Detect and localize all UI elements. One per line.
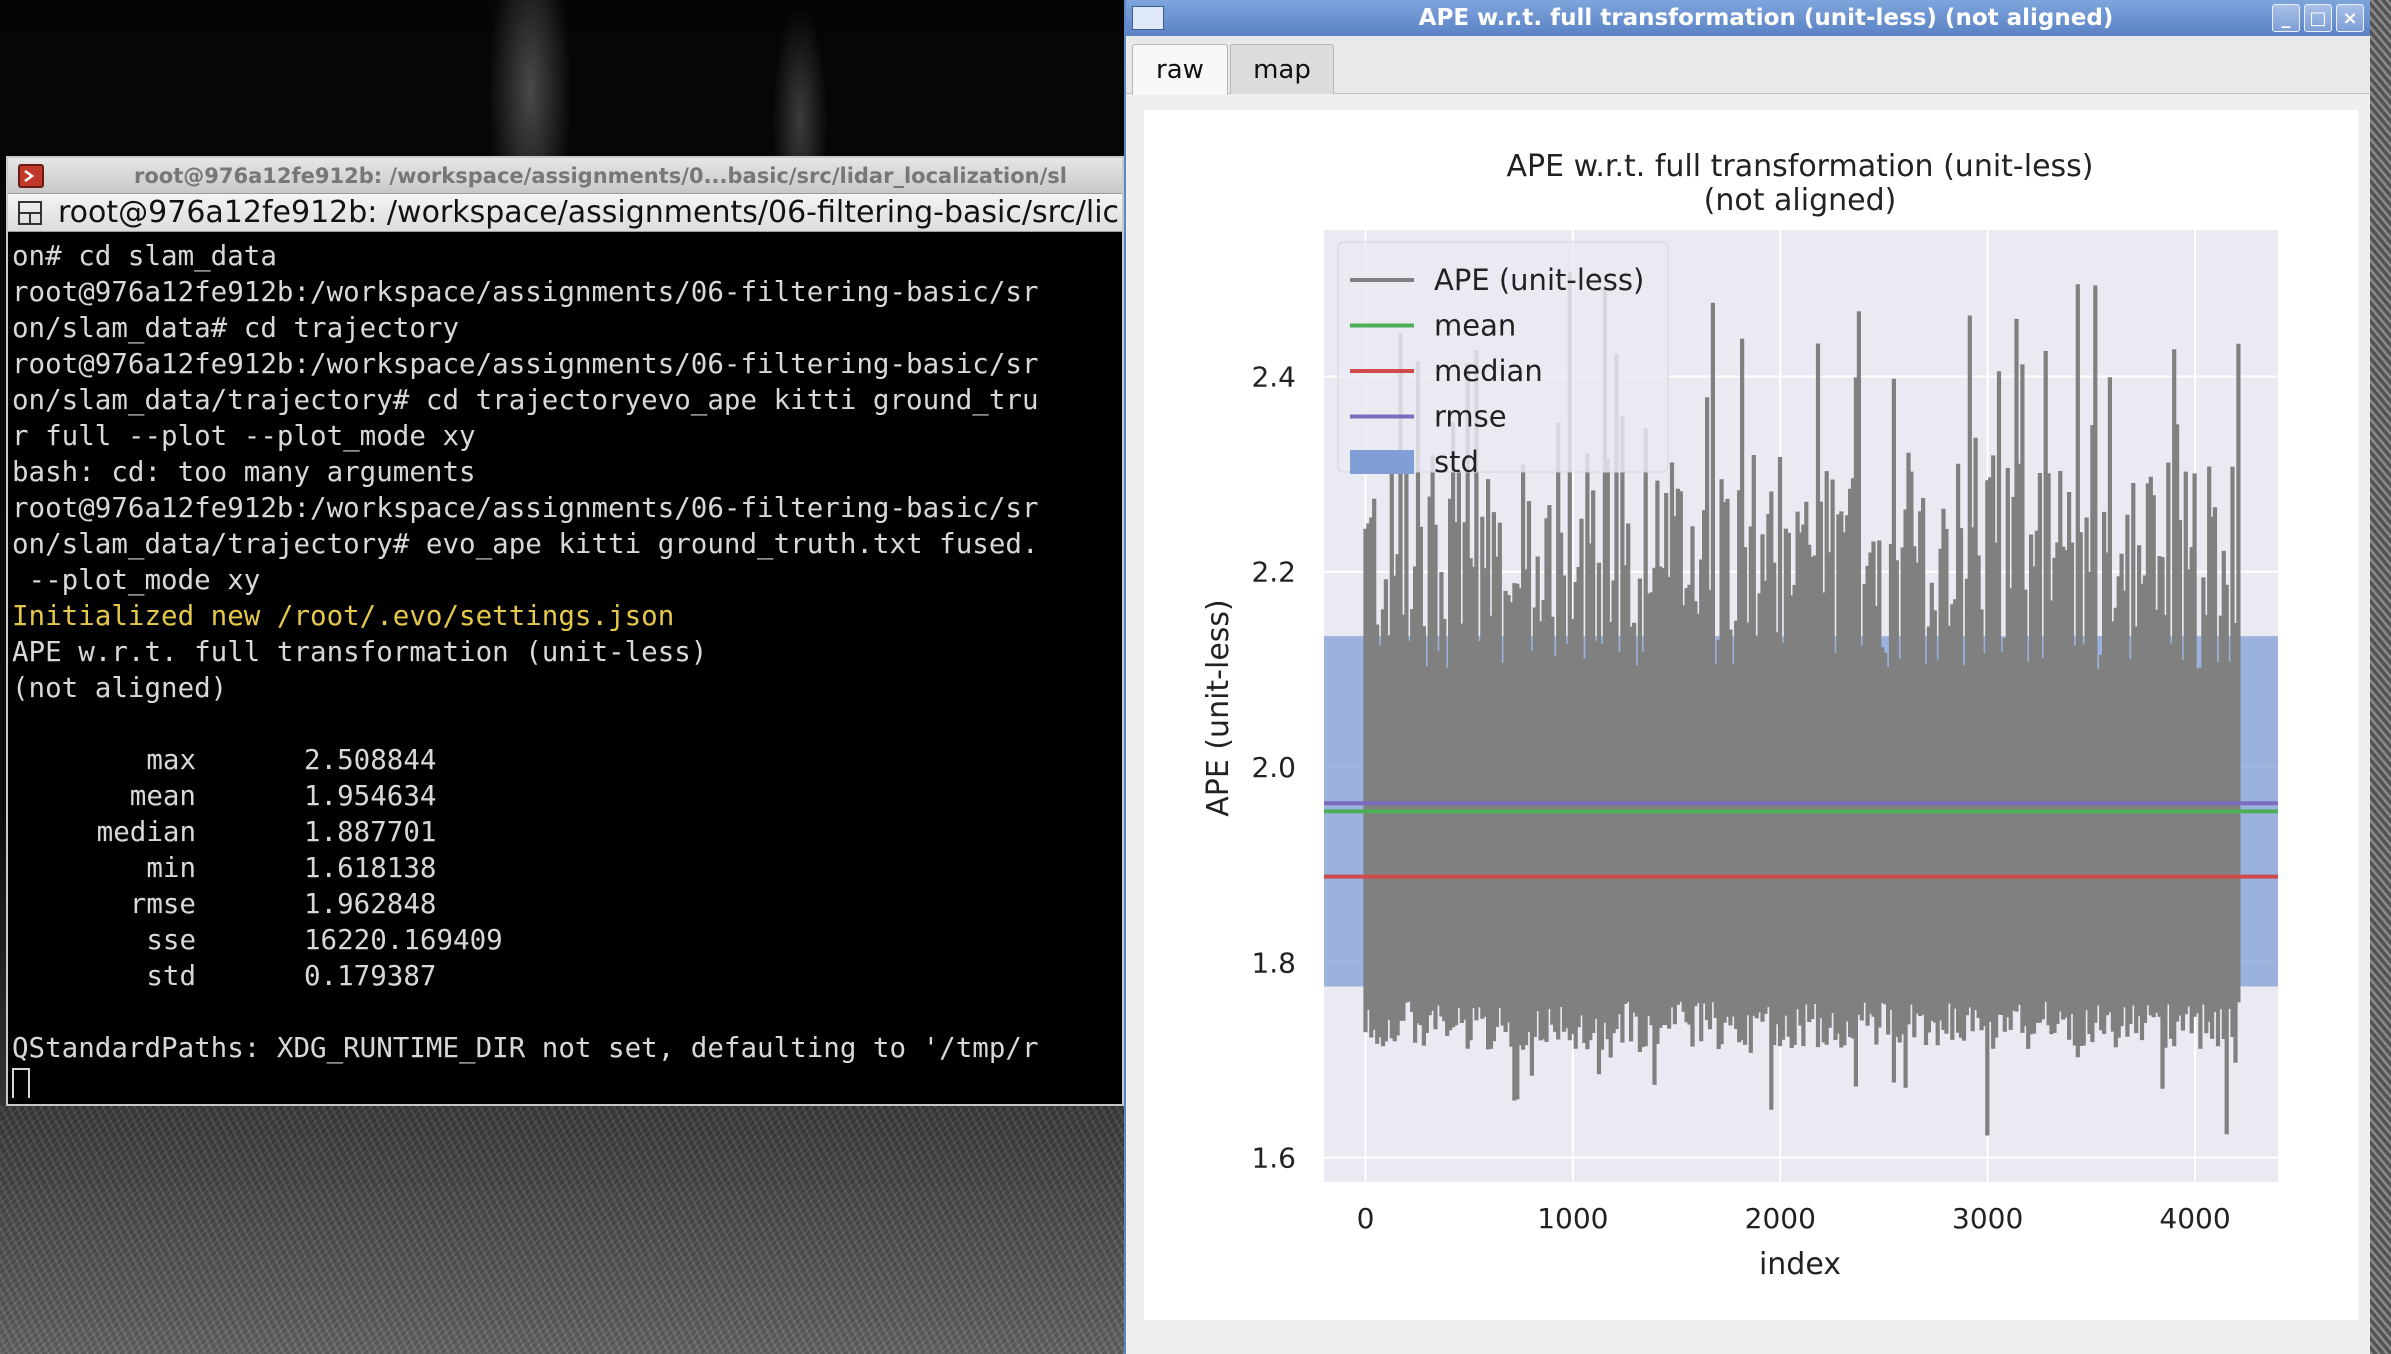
terminal-titlebar[interactable]: root@976a12fe912b: /workspace/assignment… [8,158,1122,194]
terminal-stats-table: max 2.508844 mean 1.954634 median 1.887701 min… [12,742,1122,994]
close-button[interactable]: × [2336,4,2364,32]
terminal-line: on/slam_data# cd trajectory [12,312,460,344]
terminal-line: Initialized new /root/.evo/settings.json [12,600,675,632]
desktop-wallpaper-texture [0,1105,1124,1354]
legend-label-rmse: rmse [1434,400,1507,434]
stat-value: 1.618138 [304,852,437,884]
terminal-window-title: root@976a12fe912b: /workspace/assignment… [134,163,1067,188]
stat-value: 2.508844 [304,744,437,776]
terminal-output[interactable]: on# cd slam_data root@976a12fe912b:/works… [12,238,1122,1098]
stat-row-mean: mean 1.954634 [12,778,1122,814]
figure-canvas: APE w.r.t. full transformation (unit-les… [1144,110,2358,1320]
stat-name: rmse [129,888,196,920]
y-tick-label: 2.0 [1251,751,1296,784]
stat-value: 1.887701 [304,816,437,848]
chart-title-line1: APE w.r.t. full transformation (unit-les… [1506,149,2093,184]
terminal-line: bash: cd: too many arguments [12,456,476,488]
x-tick-label: 0 [1357,1202,1375,1235]
legend-label-APE (unit-less): APE (unit-less) [1434,263,1644,297]
stat-row-std: std 0.179387 [12,958,1122,994]
stat-row-sse: sse 16220.169409 [12,922,1122,958]
terminal-tab-bar: root@976a12fe912b: /workspace/assignment… [8,194,1122,232]
terminal-last-line: QStandardPaths: XDG_RUNTIME_DIR not set,… [12,1032,1039,1064]
stat-value: 0.179387 [304,960,437,992]
terminal-blank-line [12,994,1122,1030]
stat-name: sse [146,924,196,956]
terminal-line: --plot_mode xy [12,564,261,596]
terminal-prompt-line[interactable] [12,1066,1122,1098]
legend-label-std: std [1434,445,1479,479]
terminal-line: root@976a12fe912b:/workspace/assignments… [12,276,1039,308]
terminal-line: on/slam_data/trajectory# cd trajectoryev… [12,384,1039,416]
terminal-line: on# cd slam_data [12,240,277,272]
terminal-line: on/slam_data/trajectory# evo_ape kitti g… [12,528,1039,560]
stat-value: 1.962848 [304,888,437,920]
terminal-line: APE w.r.t. full transformation (unit-les… [12,636,708,668]
legend-label-mean: mean [1434,309,1516,343]
terminal-line: root@976a12fe912b:/workspace/assignments… [12,492,1039,524]
terminal-line: root@976a12fe912b:/workspace/assignments… [12,348,1039,380]
stat-row-median: median 1.887701 [12,814,1122,850]
stat-value: 1.954634 [304,780,437,812]
ape-chart: APE w.r.t. full transformation (unit-les… [1201,149,2278,1282]
terminal-line: (not aligned) [12,672,228,704]
stat-row-rmse: rmse 1.962848 [12,886,1122,922]
terminal-tab-icon[interactable] [16,199,44,227]
x-tick-label: 2000 [1745,1202,1816,1235]
tab-map[interactable]: map [1230,44,1334,94]
stat-name: std [146,960,196,992]
stat-name: median [96,816,196,848]
stat-name: min [146,852,196,884]
terminal-lines: on# cd slam_data root@976a12fe912b:/works… [12,238,1122,706]
y-tick-label: 2.4 [1251,360,1296,393]
stat-row-min: min 1.618138 [12,850,1122,886]
stat-value: 16220.169409 [304,924,503,956]
y-tick-label: 1.8 [1251,946,1296,979]
terminal-line: r full --plot --plot_mode xy [12,420,476,452]
y-tick-label: 1.6 [1251,1142,1296,1175]
legend-label-median: median [1434,354,1543,388]
terminal-cursor [12,1068,30,1098]
plot-window-statusbar [1126,1320,2370,1354]
plot-window-titlebar[interactable]: APE w.r.t. full transformation (unit-les… [1126,0,2370,36]
y-axis-label: APE (unit-less) [1201,599,1236,817]
window-menu-icon[interactable] [1132,6,1164,30]
tab-raw[interactable]: raw [1132,44,1228,95]
desktop-wallpaper-edge [2370,0,2391,1354]
series-ape-dense-core [1365,747,2239,963]
chart-legend-box [1337,241,1669,473]
terminal-window[interactable]: root@976a12fe912b: /workspace/assignment… [6,156,1124,1106]
x-axis-label: index [1759,1247,1841,1282]
plot-tab-bar: raw map [1126,36,2370,95]
stat-row-max: max 2.508844 [12,742,1122,778]
x-tick-label: 1000 [1537,1202,1608,1235]
x-tick-label: 3000 [1952,1202,2023,1235]
terminal-app-icon[interactable] [18,163,44,188]
legend-swatch-std [1350,450,1414,474]
stat-name: max [146,744,196,776]
stat-name: mean [129,780,196,812]
chart-title-line2: (not aligned) [1704,183,1897,218]
minimize-button[interactable]: _ [2272,4,2300,32]
y-tick-label: 2.2 [1251,556,1296,589]
plot-window-title: APE w.r.t. full transformation (unit-les… [1418,5,2114,31]
terminal-tab-label[interactable]: root@976a12fe912b: /workspace/assignment… [58,195,1120,230]
x-tick-label: 4000 [2159,1202,2230,1235]
maximize-button[interactable]: □ [2304,4,2332,32]
plot-window[interactable]: APE w.r.t. full transformation (unit-les… [1124,0,2370,1354]
